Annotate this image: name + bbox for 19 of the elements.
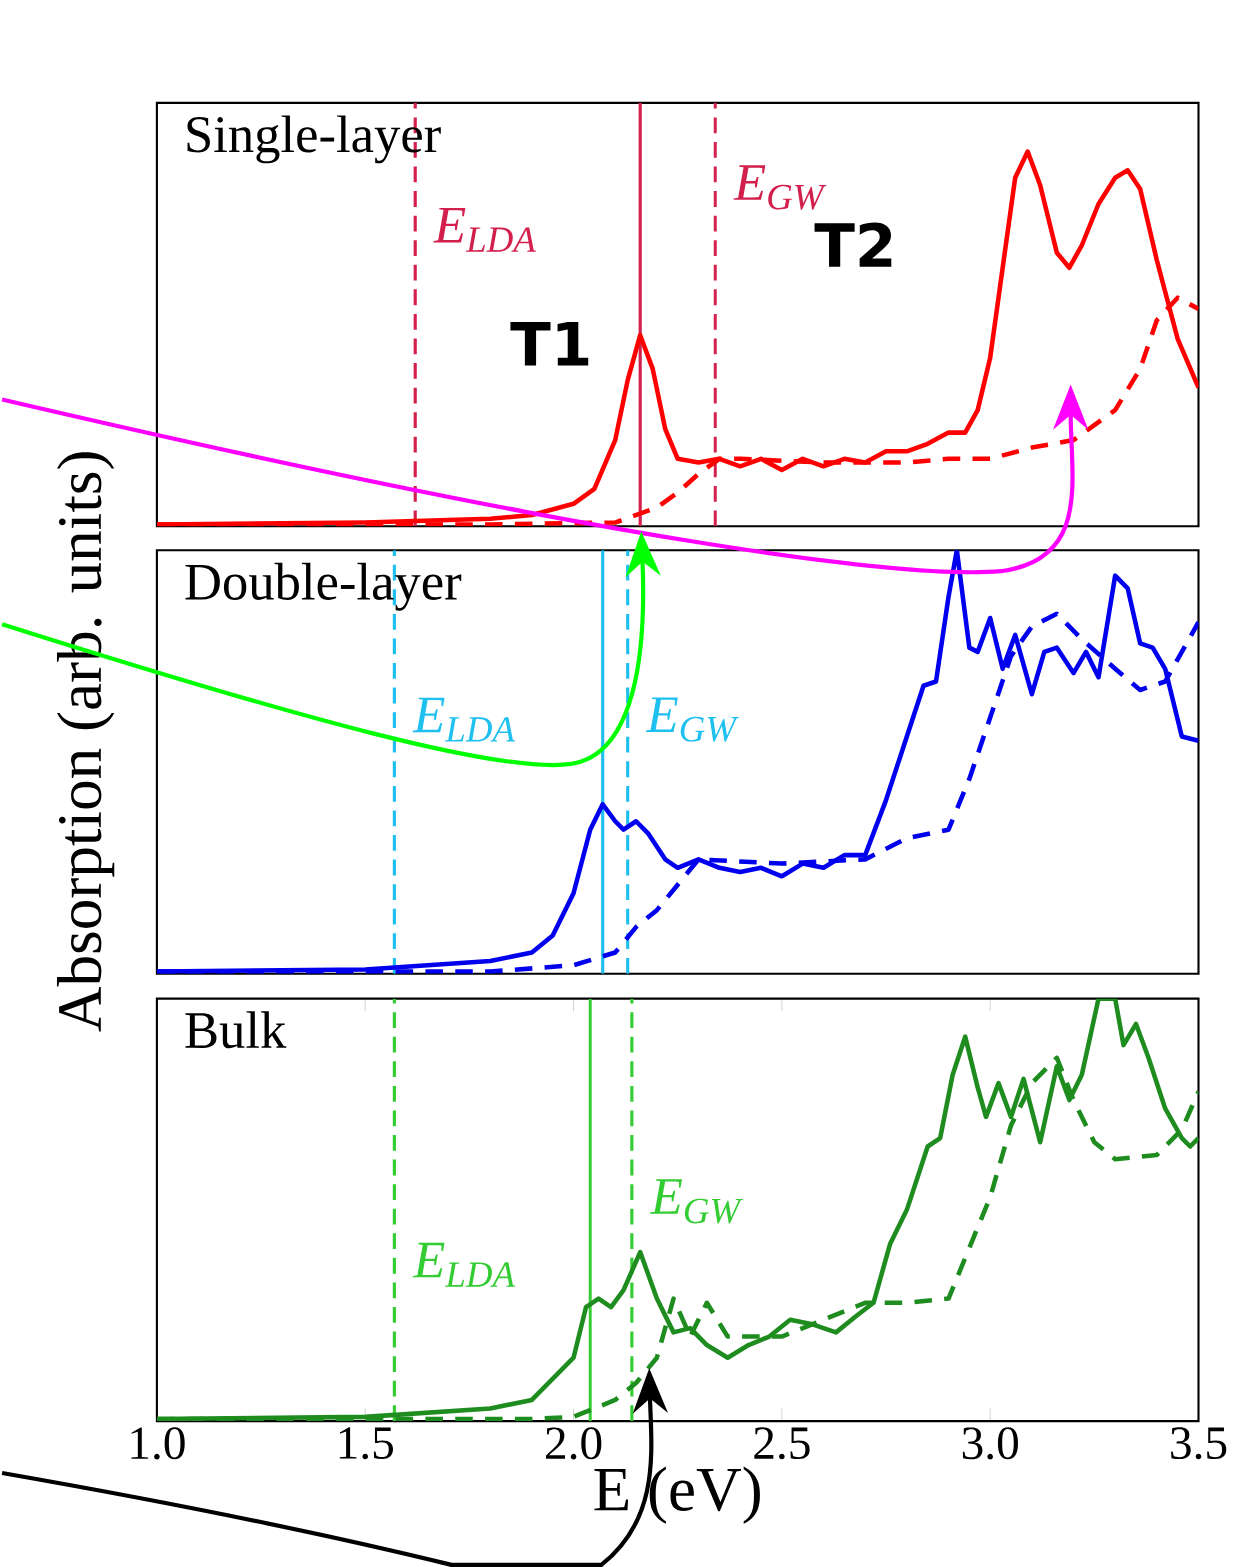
x-tick-label: 2.0 — [546, 1427, 602, 1460]
chart-title: Double-layer — [185, 562, 462, 611]
x-tick-label: 3.5 — [1171, 1427, 1227, 1460]
annotation: T1 — [510, 321, 589, 366]
ref-line-label: E$_{LDA}$ — [433, 207, 536, 252]
ref-line-label: E$_{GW}$ — [645, 697, 739, 742]
x-axis-title: E (eV) — [594, 1466, 760, 1524]
ref-line-label: E$_{GW}$ — [650, 1179, 743, 1224]
x-tick-label: 3.0 — [962, 1427, 1018, 1460]
ref-line-label: E$_{GW}$ — [733, 165, 827, 210]
x-tick-label: 2.5 — [754, 1427, 810, 1460]
x-tick-label: 1.5 — [339, 1427, 394, 1460]
annotation: T2 — [814, 222, 892, 267]
ref-line-label: E$_{LDA}$ — [412, 1242, 516, 1287]
chart-title: Single-layer — [187, 115, 441, 164]
y-axis-title: Absorption (arb. units) — [56, 452, 115, 1032]
chart-title: Bulk — [185, 1011, 287, 1049]
ref-line-label: E$_{LDA}$ — [412, 697, 516, 742]
x-tick-label: 1.0 — [131, 1427, 185, 1460]
